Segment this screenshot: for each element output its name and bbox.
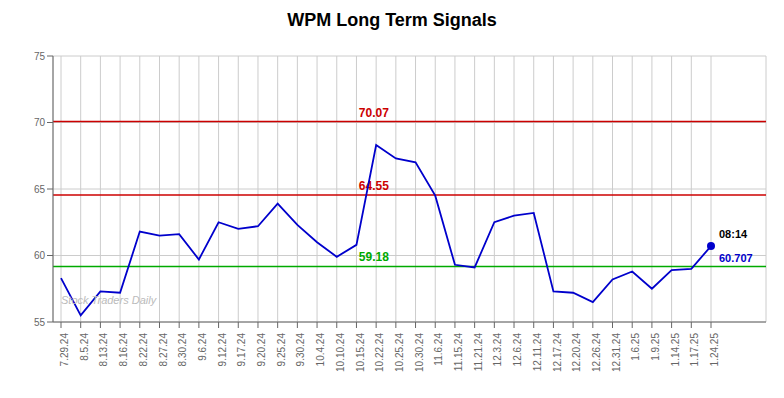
svg-text:12.3.24: 12.3.24 (492, 333, 503, 367)
svg-text:12.17.24: 12.17.24 (552, 333, 563, 372)
svg-text:8.30.24: 8.30.24 (177, 333, 188, 367)
svg-text:8.13.24: 8.13.24 (98, 333, 109, 367)
svg-text:75: 75 (34, 51, 46, 62)
svg-text:12.6.24: 12.6.24 (512, 333, 523, 367)
svg-text:12.20.24: 12.20.24 (571, 333, 582, 372)
svg-text:1.17.25: 1.17.25 (689, 333, 700, 367)
svg-text:1.6.25: 1.6.25 (630, 333, 641, 361)
svg-text:10.22.24: 10.22.24 (374, 333, 385, 372)
svg-text:64.55: 64.55 (359, 179, 389, 193)
svg-text:08:14: 08:14 (719, 228, 748, 240)
svg-text:65: 65 (34, 184, 46, 195)
svg-text:10.25.24: 10.25.24 (394, 333, 405, 372)
svg-text:9.12.24: 9.12.24 (217, 333, 228, 367)
svg-text:9.25.24: 9.25.24 (276, 333, 287, 367)
svg-text:11.21.24: 11.21.24 (473, 333, 484, 372)
svg-text:7.29.24: 7.29.24 (59, 333, 70, 367)
svg-text:1.9.25: 1.9.25 (650, 333, 661, 361)
svg-text:59.18: 59.18 (359, 250, 389, 264)
svg-text:9.6.24: 9.6.24 (197, 333, 208, 361)
svg-text:8.16.24: 8.16.24 (118, 333, 129, 367)
svg-text:70.07: 70.07 (359, 106, 389, 120)
svg-text:10.4.24: 10.4.24 (315, 333, 326, 367)
svg-text:8.22.24: 8.22.24 (138, 333, 149, 367)
svg-text:9.20.24: 9.20.24 (256, 333, 267, 367)
svg-text:9.30.24: 9.30.24 (295, 333, 306, 367)
svg-text:1.14.25: 1.14.25 (670, 333, 681, 367)
html-text:Stock Traders Daily: Stock Traders Daily (61, 294, 157, 306)
svg-text:12.31.24: 12.31.24 (611, 333, 622, 372)
svg-text:12.11.24: 12.11.24 (532, 333, 543, 372)
svg-text:8.27.24: 8.27.24 (158, 333, 169, 367)
html-text:WPM Long Term Signals: WPM Long Term Signals (287, 10, 497, 30)
svg-text:55: 55 (34, 317, 46, 328)
svg-text:60.707: 60.707 (719, 252, 753, 264)
svg-text:10.10.24: 10.10.24 (335, 333, 346, 372)
svg-text:12.26.24: 12.26.24 (591, 333, 602, 372)
svg-text:11.15.24: 11.15.24 (453, 333, 464, 372)
svg-text:70: 70 (34, 117, 46, 128)
svg-text:11.6.24: 11.6.24 (433, 333, 444, 366)
svg-text:10.15.24: 10.15.24 (355, 333, 366, 372)
svg-text:10.30.24: 10.30.24 (414, 333, 425, 372)
svg-text:8.5.24: 8.5.24 (79, 333, 90, 361)
svg-text:9.17.24: 9.17.24 (236, 333, 247, 367)
svg-text:60: 60 (34, 250, 46, 261)
svg-text:1.24.25: 1.24.25 (709, 333, 720, 367)
